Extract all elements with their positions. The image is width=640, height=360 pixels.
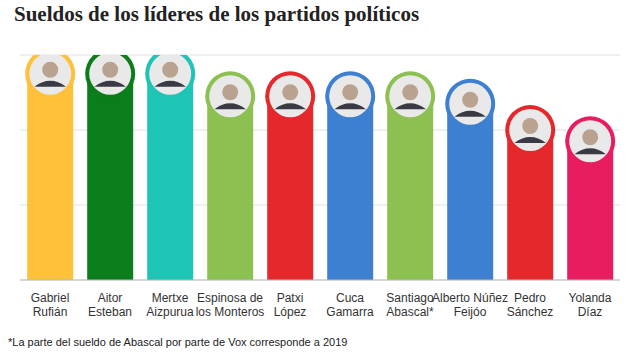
svg-text:MertxeAizpurua: MertxeAizpurua bbox=[146, 291, 194, 319]
svg-text:AitorEsteban: AitorEsteban bbox=[88, 291, 132, 319]
svg-text:Alberto NúñezFeijóo: Alberto NúñezFeijóo bbox=[432, 291, 508, 319]
svg-text:PatxiLópez: PatxiLópez bbox=[274, 291, 307, 319]
svg-text:PedroSánchez: PedroSánchez bbox=[507, 291, 554, 319]
svg-text:GabrielRufián: GabrielRufián bbox=[31, 291, 70, 319]
svg-text:YolandaDíaz: YolandaDíaz bbox=[569, 291, 612, 319]
svg-text:CucaGamarra: CucaGamarra bbox=[326, 291, 374, 319]
html-text:*La parte del sueldo de Abasca: *La parte del sueldo de Abascal por part… bbox=[8, 336, 348, 348]
svg-text:Espinosa delos Monteros: Espinosa delos Monteros bbox=[196, 291, 265, 319]
svg-text:SantiagoAbascal*: SantiagoAbascal* bbox=[386, 291, 434, 319]
html-text:Sueldos de los líderes de los: Sueldos de los líderes de los partidos p… bbox=[14, 2, 420, 26]
